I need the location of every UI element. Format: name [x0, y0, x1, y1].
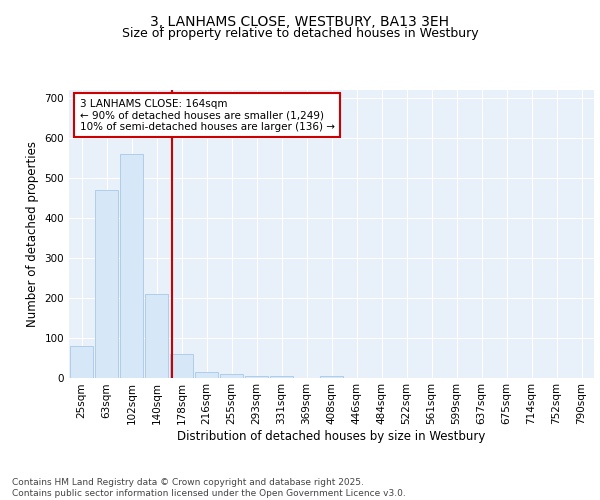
Text: 3, LANHAMS CLOSE, WESTBURY, BA13 3EH: 3, LANHAMS CLOSE, WESTBURY, BA13 3EH	[151, 15, 449, 29]
Text: Size of property relative to detached houses in Westbury: Size of property relative to detached ho…	[122, 28, 478, 40]
Text: 3 LANHAMS CLOSE: 164sqm
← 90% of detached houses are smaller (1,249)
10% of semi: 3 LANHAMS CLOSE: 164sqm ← 90% of detache…	[79, 98, 335, 132]
Bar	[170, 354, 193, 378]
Bar	[220, 374, 243, 378]
X-axis label: Distribution of detached houses by size in Westbury: Distribution of detached houses by size …	[178, 430, 485, 443]
Bar	[95, 190, 118, 378]
Bar	[320, 376, 343, 378]
Text: Contains HM Land Registry data © Crown copyright and database right 2025.
Contai: Contains HM Land Registry data © Crown c…	[12, 478, 406, 498]
Bar	[145, 294, 168, 378]
Bar	[195, 372, 218, 378]
Bar	[70, 346, 93, 378]
Bar	[245, 376, 268, 378]
Bar	[270, 376, 293, 378]
Bar	[120, 154, 143, 378]
Y-axis label: Number of detached properties: Number of detached properties	[26, 141, 39, 327]
